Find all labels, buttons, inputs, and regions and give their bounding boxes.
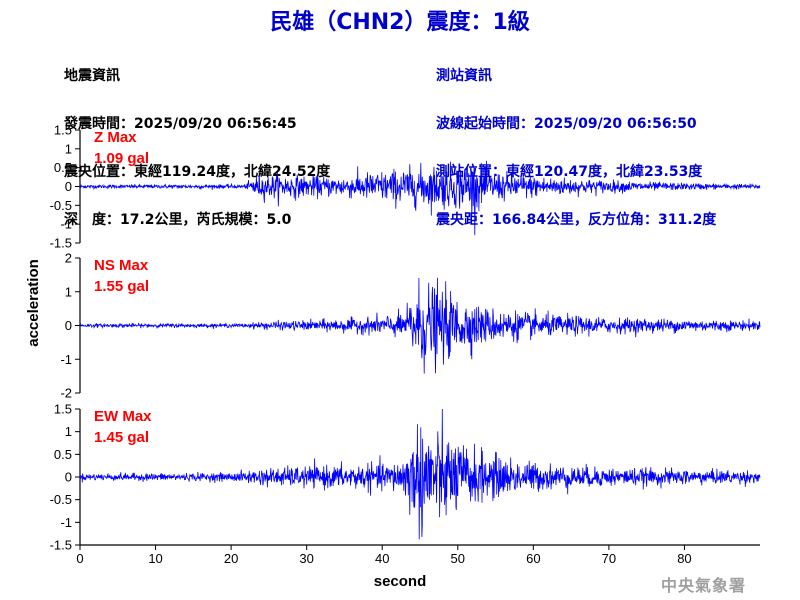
station-location: 測站位置：東經120.47度，北緯23.53度: [436, 164, 703, 180]
y-tick-label-NS: -1: [60, 352, 72, 367]
waveform-NS: [79, 277, 761, 374]
station-info-block: 測站資訊 波線起始時間：2025/09/20 06:56:50 測站位置：東經1…: [436, 36, 716, 244]
waveform-EW: [79, 408, 761, 540]
y-tick-label-Z: 0: [65, 179, 72, 194]
y-tick-label-EW: -0.5: [50, 492, 72, 507]
chart-title: 民雄（CHN2）震度：1級: [270, 10, 530, 35]
y-tick-label-EW: 1.5: [54, 402, 72, 417]
quake-info-block: 地震資訊 發震時間：2025/09/20 06:56:45 震央位置：東經119…: [64, 36, 330, 244]
y-tick-label-EW: 1: [65, 424, 72, 439]
y-axis-title: acceleration: [25, 259, 42, 347]
epicenter-location: 震央位置：東經119.24度，北緯24.52度: [64, 164, 331, 180]
x-tick-label: 30: [299, 551, 313, 566]
y-tick-label-Z: 1: [65, 141, 72, 156]
x-tick-label: 60: [526, 551, 540, 566]
y-tick-label-Z: 1.5: [54, 123, 72, 138]
origin-time: 發震時間：2025/09/20 06:56:45: [64, 116, 297, 132]
x-tick-label: 70: [602, 551, 616, 566]
y-tick-label-Z: -1: [60, 217, 72, 232]
y-tick-label-NS: 0: [65, 318, 72, 333]
max-label-EW: EW Max: [94, 408, 152, 425]
y-tick-label-EW: -1: [60, 515, 72, 530]
y-tick-label-Z: -1.5: [50, 236, 72, 251]
quake-info-heading: 地震資訊: [64, 68, 120, 84]
epicentral-distance-azimuth: 震央距：166.84公里，反方位角：311.2度: [436, 212, 717, 228]
y-tick-label-NS: 2: [65, 251, 72, 266]
max-label-Z: Z Max: [94, 129, 137, 146]
max-label-NS: NS Max: [94, 257, 149, 274]
x-tick-label: 20: [224, 551, 238, 566]
y-tick-label-EW: 0.5: [54, 447, 72, 462]
x-tick-label: 0: [76, 551, 83, 566]
y-tick-label-NS: 1: [65, 284, 72, 299]
waveform-Z: [79, 160, 761, 236]
x-tick-label: 50: [451, 551, 465, 566]
y-tick-label-NS: -2: [60, 386, 72, 401]
max-value-Z: 1.09 gal: [94, 150, 149, 167]
max-value-EW: 1.45 gal: [94, 429, 149, 446]
y-tick-label-Z: -0.5: [50, 198, 72, 213]
x-axis-title: second: [374, 573, 427, 590]
agency-watermark: 中央氣象署: [660, 576, 746, 595]
max-value-NS: 1.55 gal: [94, 278, 149, 295]
x-tick-label: 80: [677, 551, 691, 566]
wave-start-time: 波線起始時間：2025/09/20 06:56:50: [436, 116, 697, 132]
y-tick-label-EW: 0: [65, 470, 72, 485]
x-tick-label: 40: [375, 551, 389, 566]
y-tick-label-EW: -1.5: [50, 538, 72, 553]
depth-magnitude: 深 度：17.2公里，芮氏規模：5.0: [64, 212, 292, 228]
y-tick-label-Z: 0.5: [54, 160, 72, 175]
station-info-heading: 測站資訊: [436, 68, 492, 84]
x-tick-label: 10: [148, 551, 162, 566]
